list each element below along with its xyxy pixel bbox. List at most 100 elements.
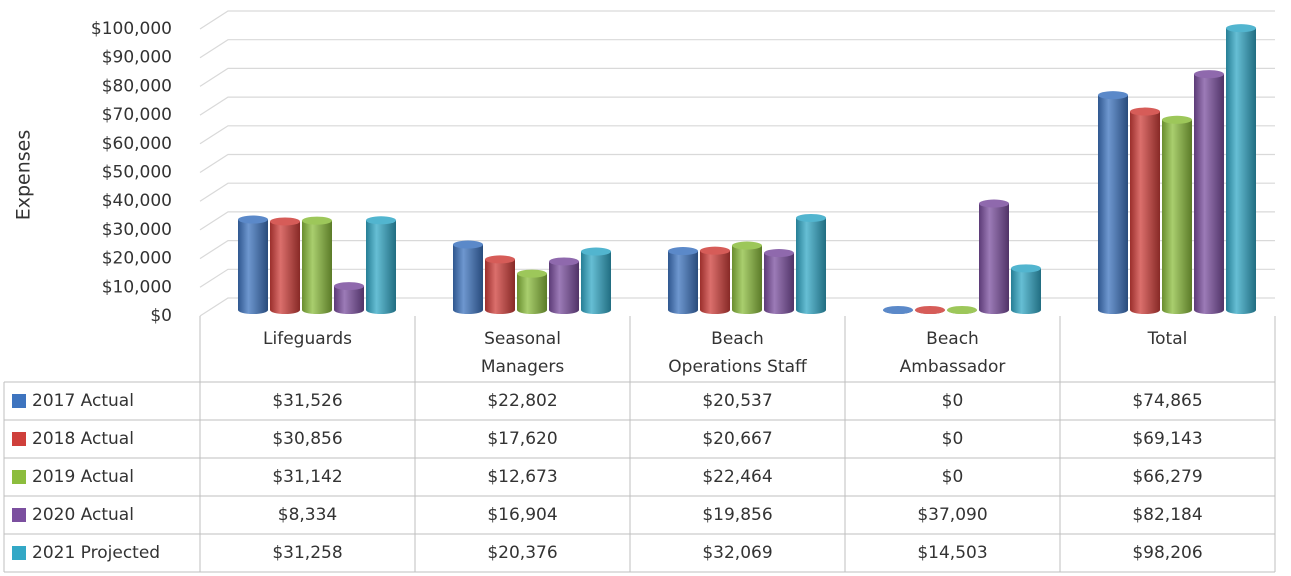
bar-body	[1226, 28, 1256, 315]
bar-body	[485, 259, 515, 314]
bar-body	[1130, 111, 1160, 314]
table-cell: $8,334	[278, 505, 337, 525]
table-cell: $22,802	[487, 391, 557, 411]
bar	[238, 215, 268, 314]
bar	[732, 241, 762, 314]
bar-top	[1011, 264, 1041, 273]
bar	[947, 306, 977, 314]
grid-line	[199, 67, 1275, 87]
x-tick-label: Managers	[481, 357, 565, 377]
table-cell: $20,667	[702, 429, 772, 449]
bar-top	[302, 216, 332, 225]
bar	[883, 306, 913, 314]
bar-body	[1098, 95, 1128, 314]
bar-body	[366, 220, 396, 314]
grid-line	[199, 10, 1275, 30]
bar-top	[764, 249, 794, 258]
bar-top	[947, 306, 977, 314]
x-tick-label: Seasonal	[484, 329, 561, 349]
bar-body	[1011, 268, 1041, 314]
table-cell: $19,856	[702, 505, 772, 525]
grid-line	[199, 268, 1275, 288]
grid-line	[199, 153, 1275, 174]
bar	[485, 255, 515, 314]
bar-top	[1194, 70, 1224, 79]
bar-top	[1162, 115, 1192, 124]
y-tick-label: $80,000	[102, 76, 172, 96]
grid-line	[199, 211, 1275, 231]
bar-body	[453, 244, 483, 314]
bar-body	[732, 245, 762, 314]
x-tick-label: Total	[1147, 329, 1188, 349]
bar-body	[270, 221, 300, 314]
x-tick-label: Lifeguards	[263, 329, 352, 349]
legend-label: 2019 Actual	[32, 467, 134, 487]
bar-top	[366, 216, 396, 225]
bar	[453, 240, 483, 314]
legend-swatch	[12, 394, 26, 408]
bar-top	[796, 213, 826, 222]
bar-top	[334, 282, 364, 291]
bar	[366, 216, 396, 314]
bar	[334, 282, 364, 314]
bar-body	[668, 251, 698, 314]
table-cell: $30,856	[272, 429, 342, 449]
table-cell: $17,620	[487, 429, 557, 449]
table-cell: $32,069	[702, 543, 772, 563]
bar	[549, 257, 579, 314]
table-cell: $98,206	[1132, 543, 1202, 563]
table-cell: $20,376	[487, 543, 557, 563]
bar-top	[979, 199, 1009, 208]
bar-top	[732, 241, 762, 250]
table-cell: $31,526	[272, 391, 342, 411]
table-cell: $16,904	[487, 505, 557, 525]
bar	[668, 247, 698, 314]
bar	[764, 249, 794, 314]
bar-body	[979, 203, 1009, 314]
table-cell: $14,503	[917, 543, 987, 563]
table-cell: $82,184	[1132, 505, 1202, 525]
bar	[979, 199, 1009, 314]
bar	[581, 247, 611, 314]
x-tick-label: Beach	[711, 329, 764, 349]
x-tick-label: Operations Staff	[668, 357, 808, 377]
y-tick-label: $70,000	[102, 105, 172, 125]
y-tick-label: $100,000	[91, 19, 172, 39]
bar-body	[700, 250, 730, 314]
bar-top	[517, 269, 547, 278]
bar-body	[238, 219, 268, 314]
grid-line	[199, 125, 1275, 145]
bar	[796, 213, 826, 314]
y-tick-label: $90,000	[102, 48, 172, 68]
table-cell: $37,090	[917, 505, 987, 525]
table-cell: $0	[942, 391, 964, 411]
bar-top	[453, 240, 483, 249]
bar-top	[1098, 91, 1128, 100]
y-axis-title: Expenses	[13, 130, 35, 221]
grid-line	[199, 182, 1275, 202]
legend-label: 2021 Projected	[32, 543, 160, 563]
y-tick-label: $40,000	[102, 191, 172, 211]
bar-top	[1130, 107, 1160, 116]
bar	[1011, 264, 1041, 314]
y-tick-label: $60,000	[102, 134, 172, 154]
bar	[915, 306, 945, 314]
bar-top	[1226, 24, 1256, 33]
table-cell: $12,673	[487, 467, 557, 487]
legend-label: 2017 Actual	[32, 391, 134, 411]
bar	[1226, 24, 1256, 315]
bar-body	[549, 261, 579, 314]
bar-top	[238, 215, 268, 224]
bar-top	[581, 247, 611, 256]
table-cell: $31,142	[272, 467, 342, 487]
y-tick-label: $50,000	[102, 163, 172, 183]
y-tick-label: $30,000	[102, 220, 172, 240]
bar-body	[581, 251, 611, 314]
bar-body	[764, 253, 794, 314]
bar-body	[1194, 74, 1224, 314]
legend-label: 2018 Actual	[32, 429, 134, 449]
bar-body	[334, 286, 364, 314]
bar-top	[700, 246, 730, 255]
bar	[1098, 91, 1128, 314]
